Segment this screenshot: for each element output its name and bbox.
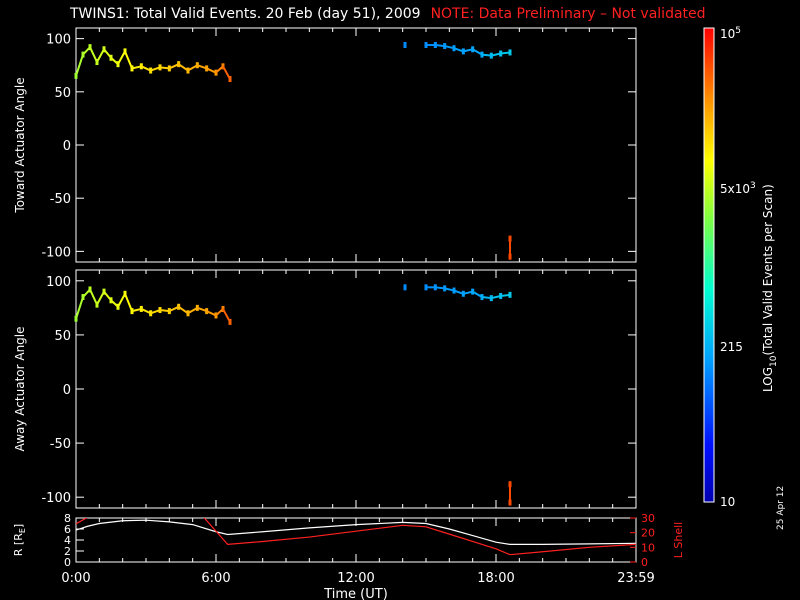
y-tick-label: 100 <box>46 33 71 48</box>
data-segment <box>197 64 207 70</box>
data-point <box>508 499 512 506</box>
y2-axis-label: L Shell <box>672 522 685 558</box>
y-tick-label: 0 <box>64 556 71 569</box>
data-segment <box>187 64 198 72</box>
data-segment <box>178 63 189 72</box>
data-segment <box>481 53 492 57</box>
x-tick-label: 12:00 <box>337 571 374 586</box>
panel-frame <box>75 269 637 509</box>
y2-tick-label: 0 <box>641 556 648 569</box>
x-tick-label: 18:00 <box>477 571 514 586</box>
r-distance-line <box>76 519 636 546</box>
data-point <box>508 253 512 260</box>
data-segment <box>150 66 161 72</box>
panel-frame <box>75 27 637 263</box>
colorbar-tick-215: 215 <box>720 340 743 354</box>
data-segment <box>463 48 473 53</box>
y-tick-label: -50 <box>50 192 71 207</box>
y-tick-label: 50 <box>54 86 71 101</box>
data-segment <box>140 308 152 315</box>
title-text: TWINS1: Total Valid Events. 20 Feb (day … <box>70 6 421 22</box>
data-segment <box>131 65 142 70</box>
data-segment <box>444 45 455 50</box>
colorbar-label: LOG10(Total Valid Events per Scan) <box>761 184 779 392</box>
data-segment <box>159 309 170 313</box>
data-segment <box>197 306 207 313</box>
colorbar-tick-mid: 5x103 <box>720 181 756 196</box>
data-segment <box>491 294 501 300</box>
x-tick-label: 6:00 <box>201 571 230 586</box>
data-segment <box>75 296 84 319</box>
note-text: NOTE: Data Preliminary – Not validated <box>430 6 706 22</box>
data-segment <box>435 286 445 290</box>
y2-tick-label: 20 <box>641 527 655 540</box>
data-segment <box>453 289 464 295</box>
y-tick-label: -50 <box>50 437 71 452</box>
y-axis-label-tail: ] <box>12 524 25 528</box>
data-segment <box>444 287 455 292</box>
data-point <box>508 49 512 56</box>
x-tick-label: 23:59 <box>617 571 654 586</box>
y-axis-label: Toward Actuator Angle <box>13 77 27 213</box>
y-tick-label: 4 <box>64 534 71 547</box>
y-tick-label: 8 <box>64 512 71 525</box>
data-segment <box>168 305 180 313</box>
data-segment <box>481 296 492 300</box>
data-segment <box>435 44 445 48</box>
data-segment <box>491 52 501 57</box>
data-segment <box>187 306 198 315</box>
y-tick-label: 2 <box>64 545 71 558</box>
colorbar-tick-bottom: 10 <box>720 495 735 509</box>
y-axis-label-sub: E <box>18 528 27 533</box>
x-axis-label: Time (UT) <box>323 587 388 600</box>
data-point <box>508 291 512 298</box>
data-segment <box>453 47 464 53</box>
data-segment <box>472 290 483 298</box>
y2-tick-label: 10 <box>641 541 655 554</box>
y-tick-label: 100 <box>46 275 71 290</box>
data-segment <box>168 63 180 70</box>
y-tick-label: 50 <box>54 329 71 344</box>
data-segment <box>206 310 217 317</box>
data-segment <box>131 307 142 313</box>
data-segment <box>206 67 217 74</box>
y-axis-label: Away Actuator Angle <box>13 326 27 451</box>
data-point <box>228 76 232 83</box>
data-segment <box>472 48 483 56</box>
data-segment <box>150 309 161 315</box>
chart-title: TWINS1: Total Valid Events. 20 Feb (day … <box>70 6 706 22</box>
data-segment <box>500 293 511 297</box>
y2-tick-label: 30 <box>641 512 655 525</box>
colorbar <box>703 27 715 503</box>
y-tick-label: 0 <box>63 383 71 398</box>
data-segment <box>75 54 84 77</box>
data-segment <box>140 65 152 72</box>
y-tick-label: 6 <box>64 523 71 536</box>
data-segment <box>463 290 473 295</box>
y-axis-label: R [RE] <box>12 524 27 556</box>
l-shell-line <box>76 518 636 556</box>
y-tick-label: -100 <box>41 245 71 260</box>
data-point <box>403 284 407 291</box>
y-tick-label: -100 <box>41 491 71 506</box>
data-point <box>403 42 407 49</box>
data-segment <box>159 66 170 70</box>
colorbar-tick-top: 105 <box>720 26 741 41</box>
x-tick-label: 0:00 <box>61 571 90 586</box>
panel-1: 100 50 0 -50 -100 Toward Actuator Angle <box>13 27 637 263</box>
panel-2: 100 50 0 -50 -100 Away Actuator Angle <box>13 269 637 509</box>
date-stamp: 25 Apr 12 <box>776 485 786 530</box>
y-tick-label: 0 <box>63 139 71 154</box>
data-segment <box>178 305 189 315</box>
data-point <box>228 318 232 325</box>
data-segment <box>500 51 511 55</box>
